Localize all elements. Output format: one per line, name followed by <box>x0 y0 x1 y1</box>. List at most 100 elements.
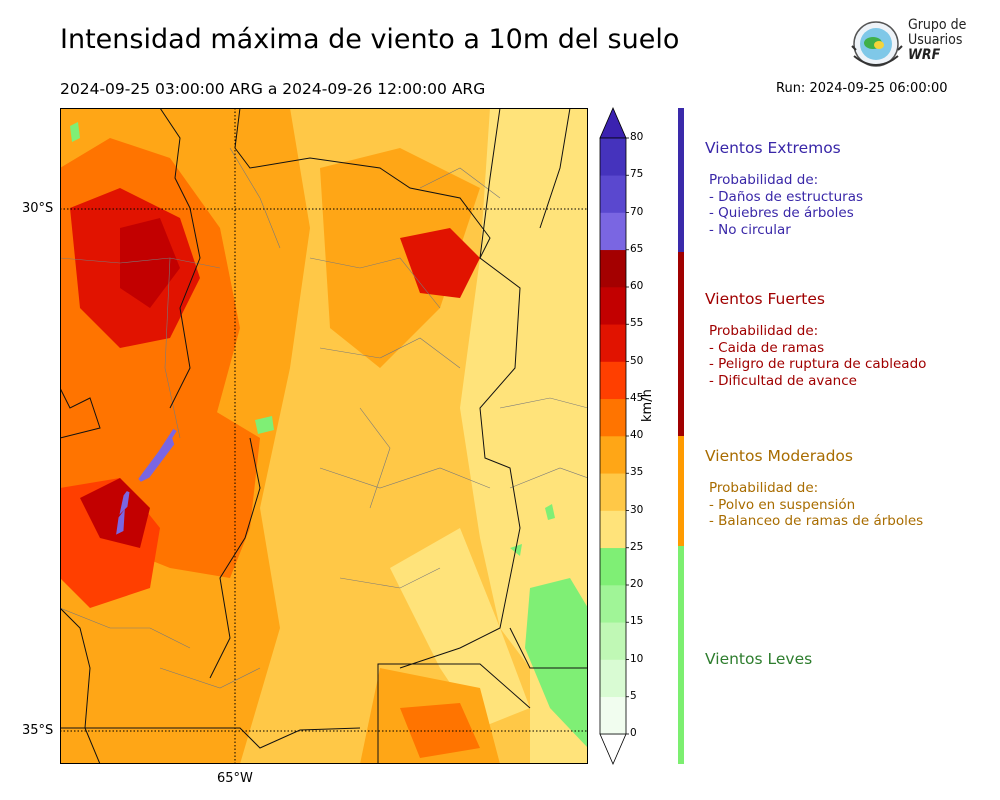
colorbar-segment <box>600 696 626 735</box>
map-field-dark-red-1 <box>120 218 180 308</box>
category-bar-extremos <box>678 108 684 252</box>
category-extremos-title: Vientos Extremos <box>705 139 841 157</box>
colorbar-tick-label: 15 <box>630 615 644 628</box>
category-moderados-line: - Polvo en suspensión <box>709 496 856 513</box>
map-border-south-line <box>60 727 361 749</box>
logo-line2: Usuarios <box>908 32 963 48</box>
colorbar <box>599 106 629 766</box>
category-fuertes-details: Probabilidad de: - Caida de ramas - Peli… <box>709 323 926 389</box>
map-admin-boundary-8 <box>499 397 588 409</box>
map-admin-boundary-7 <box>339 567 441 589</box>
logo-text: Grupo de Usuarios WRF <box>908 18 966 63</box>
category-moderados-line: Probabilidad de: <box>709 480 819 496</box>
colorbar-segment <box>600 398 626 437</box>
category-bars <box>678 108 684 764</box>
map-field-purple-cell-3 <box>116 509 125 535</box>
colorbar-tick-label: 75 <box>630 168 644 181</box>
colorbar-segment <box>600 138 626 176</box>
category-extremos-line: Probabilidad de: <box>709 172 819 188</box>
category-extremos-details: Probabilidad de: - Daños de estructuras … <box>709 172 863 238</box>
map-field-northeast-red <box>400 228 480 298</box>
colorbar-tick-label: 0 <box>630 727 637 739</box>
category-fuertes-line: Probabilidad de: <box>709 323 819 339</box>
lat-label-35s: 35°S <box>22 723 54 738</box>
map-admin-boundary-9 <box>509 467 588 489</box>
map-border-andes <box>60 387 101 439</box>
map-admin-boundary-13 <box>359 407 391 509</box>
category-moderados-details: Probabilidad de: - Polvo en suspensión -… <box>709 480 923 530</box>
colorbar-tick-label: 20 <box>630 578 644 590</box>
colorbar-segment <box>600 547 626 586</box>
wind-map <box>60 108 588 764</box>
logo-line1: Grupo de <box>908 17 967 33</box>
map-admin-boundary-10 <box>60 607 191 649</box>
forecast-period: 2024-09-25 03:00:00 ARG a 2024-09-26 12:… <box>60 80 486 98</box>
colorbar-tick-label: 45 <box>630 391 644 404</box>
map-field-purple-cell-1 <box>138 428 177 482</box>
colorbar-segment <box>600 212 626 251</box>
colorbar-unit: km/h <box>640 389 655 422</box>
category-moderados-title: Vientos Moderados <box>705 447 853 465</box>
category-fuertes-line: - Dificultad de avance <box>709 372 857 389</box>
category-extremos-line: - Daños de estructuras <box>709 188 864 205</box>
category-fuertes-line: - Peligro de ruptura de cableado <box>709 356 927 372</box>
colorbar-segment <box>600 287 626 325</box>
category-extremos-line: - No circular <box>709 221 791 238</box>
category-leves-title: Vientos Leves <box>705 650 813 668</box>
colorbar-segment <box>600 622 626 660</box>
colorbar-tick-label: 30 <box>630 503 644 516</box>
colorbar-segment <box>600 324 626 362</box>
map-admin-boundary-4 <box>309 257 441 309</box>
map-admin-boundary-2 <box>164 257 181 439</box>
map-border-central-north <box>234 108 491 259</box>
colorbar-tick-label: 55 <box>630 317 644 330</box>
map-field-east-2 <box>390 528 530 728</box>
category-bar-fuertes <box>678 252 684 436</box>
colorbar-tick-label: 70 <box>630 205 644 218</box>
colorbar-segment <box>600 473 626 511</box>
map-admin-boundary-3 <box>229 147 281 249</box>
colorbar-tick-label: 5 <box>630 689 637 702</box>
colorbar-extend-low <box>599 733 627 766</box>
model-run: Run: 2024-09-25 06:00:00 <box>776 81 948 96</box>
category-fuertes-line: - Caida de ramas <box>709 339 825 356</box>
category-bar-leves <box>678 546 684 764</box>
map-admin-boundary-1 <box>60 257 221 269</box>
colorbar-segment <box>600 659 626 698</box>
map-border-east <box>539 108 571 229</box>
map-border-west-south <box>60 607 101 764</box>
logo-line3: WRF <box>908 47 941 63</box>
colorbar-segment <box>600 175 626 213</box>
lon-label-65w: 65°W <box>217 771 253 786</box>
map-field-green-small-2 <box>70 122 80 142</box>
map-admin-boundary-5 <box>319 337 461 369</box>
category-moderados-line: - Balanceo de ramas de árboles <box>709 513 924 529</box>
category-fuertes-title: Vientos Fuertes <box>705 290 825 308</box>
map-admin-boundary-12 <box>419 167 501 199</box>
colorbar-tick-label: 65 <box>630 242 644 255</box>
colorbar-tick-label: 40 <box>630 429 644 441</box>
map-border-southern-box <box>377 663 531 764</box>
colorbar-segment <box>600 510 626 549</box>
map-field-purple-cell-2 <box>119 491 130 515</box>
map-field-southeast-red <box>400 703 480 758</box>
map-border-northwest <box>159 108 201 409</box>
map-border-central-lower <box>209 437 261 679</box>
colorbar-tick-label: 60 <box>630 280 644 292</box>
map-field-green-small-1 <box>255 416 274 434</box>
map-field-green-small-3 <box>545 504 555 520</box>
colorbar-tick-label: 35 <box>630 466 644 479</box>
colorbar-tick-label: 50 <box>630 354 644 367</box>
colorbar-segment <box>600 585 626 623</box>
map-admin-boundary-6 <box>319 467 491 489</box>
lat-label-30s: 30°S <box>22 201 54 216</box>
colorbar-tick-label: 25 <box>630 540 644 553</box>
category-extremos-line: - Quiebres de árboles <box>709 205 854 221</box>
colorbar-extend-high <box>599 106 627 139</box>
colorbar-segment <box>600 436 626 474</box>
page-title: Intensidad máxima de viento a 10m del su… <box>60 24 680 55</box>
category-bar-moderados <box>678 436 684 546</box>
map-admin-boundary-11 <box>159 667 261 689</box>
colorbar-tick-label: 80 <box>630 131 644 143</box>
grupo-wrf-logo <box>851 21 903 67</box>
